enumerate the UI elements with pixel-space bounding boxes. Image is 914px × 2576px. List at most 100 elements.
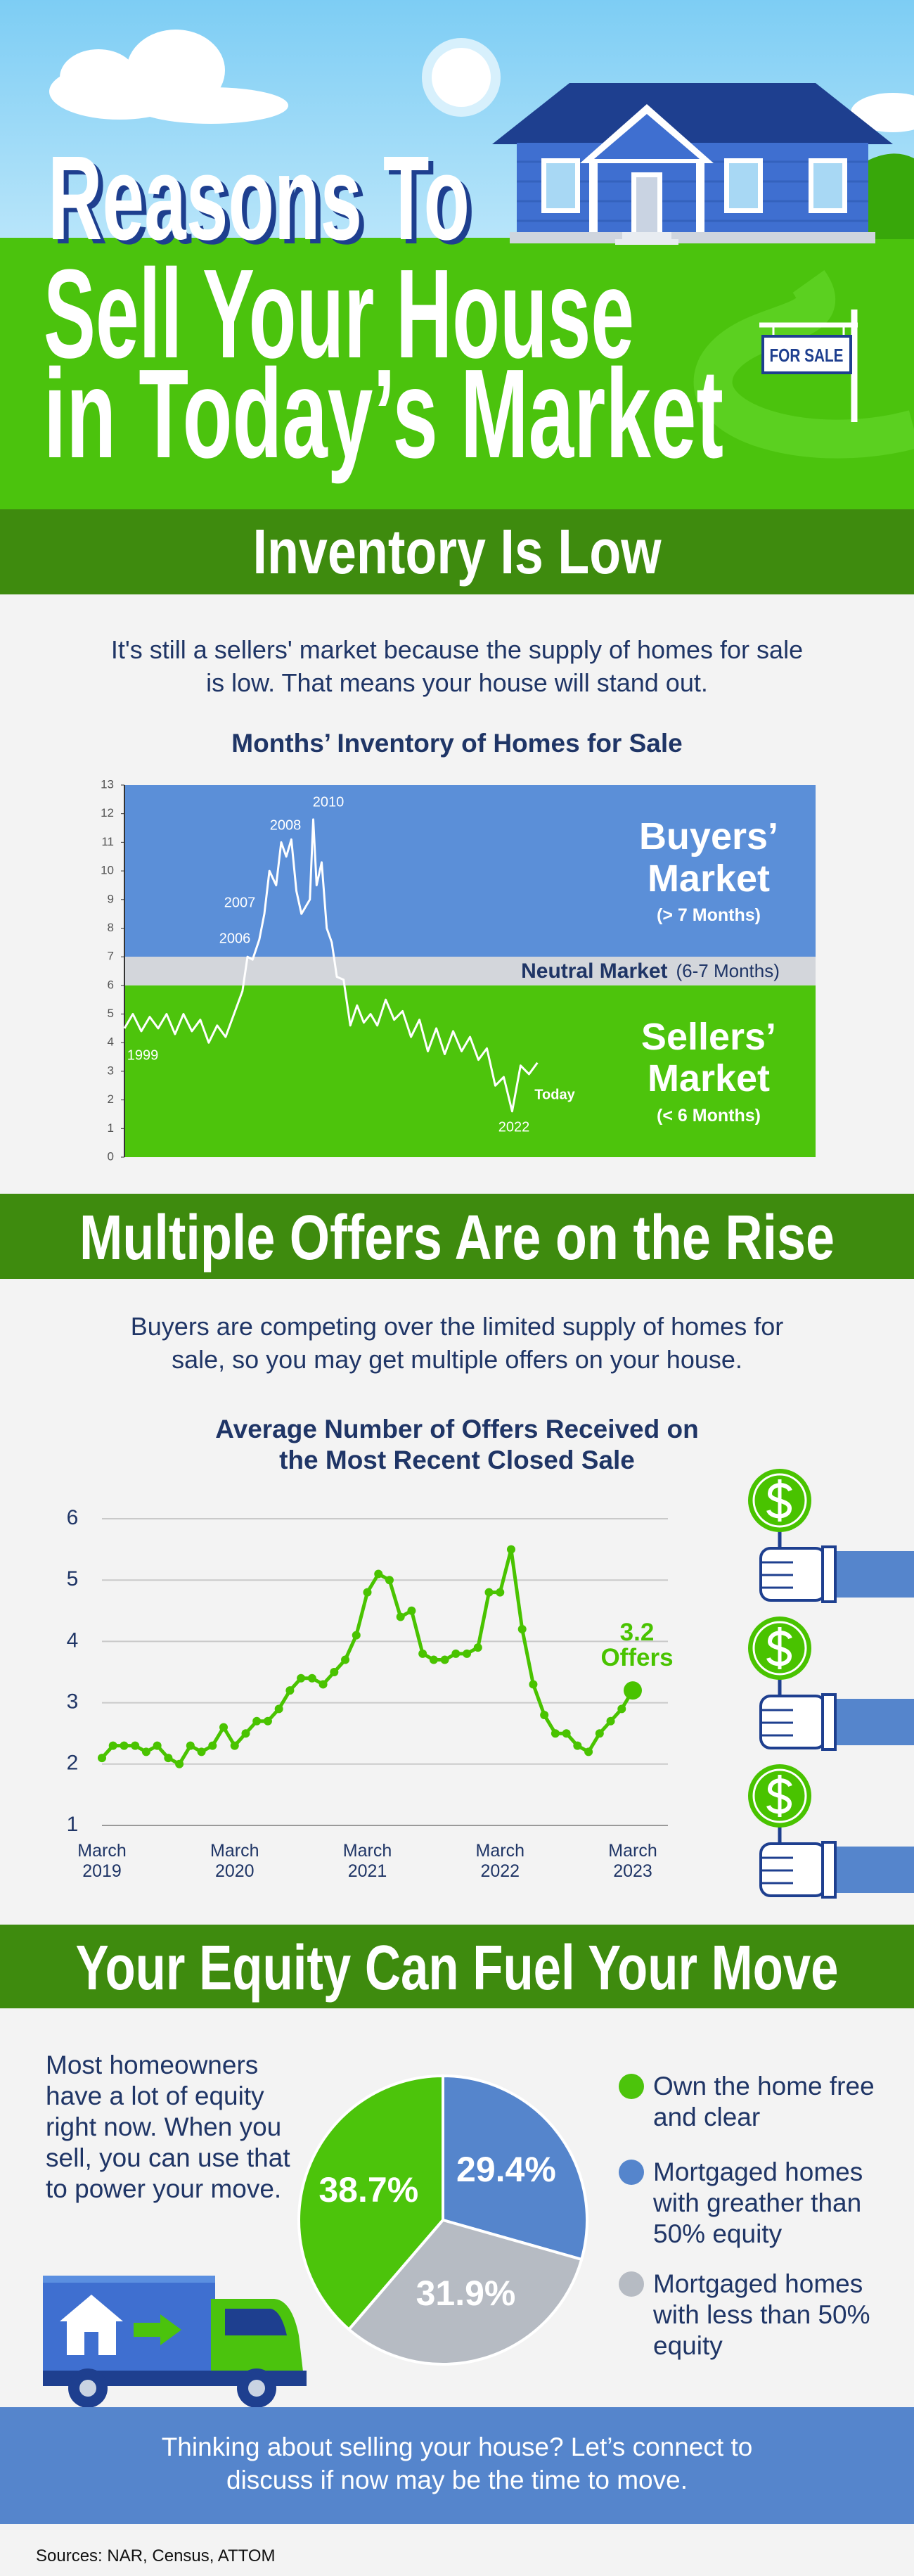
y-tick-label: 10 xyxy=(101,864,114,877)
data-point xyxy=(307,1673,316,1683)
dollar-s xyxy=(766,1778,792,1814)
y-tick-label: 1 xyxy=(67,1813,79,1836)
slice-label: 29.4% xyxy=(456,2150,556,2189)
sleeve xyxy=(834,1847,914,1893)
data-point xyxy=(297,1673,306,1683)
sign-text: FOR SALE xyxy=(770,345,844,366)
legend-swatch xyxy=(619,2160,644,2185)
data-point xyxy=(473,1643,482,1652)
data-point xyxy=(540,1711,549,1720)
data-point xyxy=(197,1747,206,1756)
y-tick-label: 3 xyxy=(108,1064,114,1077)
data-point xyxy=(573,1741,582,1750)
band-label: Neutral Market (6-7 Months) xyxy=(485,957,816,986)
chart-title: Average Number of Offers Received on the… xyxy=(215,1415,699,1474)
data-point xyxy=(584,1747,593,1756)
slice-label: 38.7% xyxy=(318,2170,418,2210)
band-detail: (< 6 Months) xyxy=(657,1105,761,1126)
band-label: Buyers’ Market (> 7 Months) xyxy=(582,785,835,957)
pie-slice xyxy=(442,2074,588,2262)
data-point xyxy=(98,1754,106,1763)
section-text: Most homeowners have a lot of equity rig… xyxy=(46,2051,290,2203)
x-tick-label: March 2022 xyxy=(475,1841,524,1881)
data-point xyxy=(496,1588,505,1597)
data-point xyxy=(429,1655,438,1664)
data-point xyxy=(606,1716,615,1726)
data-point xyxy=(330,1668,339,1676)
x-tick-label: March 2019 xyxy=(77,1841,127,1881)
y-tick-label: 1 xyxy=(108,1121,114,1135)
band-detail: (> 7 Months) xyxy=(657,905,761,925)
data-point xyxy=(407,1606,416,1615)
sleeve xyxy=(834,1699,914,1745)
band-name: Sellers’ Market xyxy=(641,1016,777,1100)
call-to-action: Thinking about selling your house? Let’s… xyxy=(161,2432,753,2494)
y-tick-label: 4 xyxy=(67,1628,79,1652)
data-point xyxy=(451,1649,461,1658)
dollar-ring xyxy=(752,1621,807,1676)
data-point xyxy=(562,1729,571,1738)
slice-label: 31.9% xyxy=(416,2274,516,2313)
section-heading: Your Equity Can Fuel Your Move xyxy=(76,1933,839,2003)
cuff xyxy=(821,1545,837,1603)
legend-swatch xyxy=(619,2271,644,2297)
pie-slice xyxy=(297,2074,444,2332)
section-bar xyxy=(0,1194,914,1279)
x-tick-label: March 2023 xyxy=(608,1841,657,1881)
data-point xyxy=(396,1612,405,1621)
data-point xyxy=(617,1704,626,1714)
legend-label: Mortgaged homes with greather than 50% e… xyxy=(653,2157,863,2248)
cta-bar xyxy=(0,2407,914,2524)
band-name: Neutral Market xyxy=(521,959,668,983)
data-point xyxy=(208,1741,217,1750)
callout: 3.2 Offers xyxy=(600,1619,674,1671)
legend-label: Mortgaged homes with less than 50% equit… xyxy=(653,2269,870,2360)
data-point xyxy=(374,1569,383,1579)
annotation: 2007 xyxy=(224,895,256,910)
y-tick-label: 6 xyxy=(108,978,114,991)
y-tick-label: 6 xyxy=(67,1506,79,1529)
data-point xyxy=(241,1729,250,1738)
chart-title: Months’ Inventory of Homes for Sale xyxy=(231,729,683,758)
section-heading: Inventory Is Low xyxy=(253,517,662,587)
market-band xyxy=(124,785,816,957)
title-line: Sell Your House xyxy=(44,243,634,385)
data-point xyxy=(463,1649,472,1658)
annotation: 2008 xyxy=(270,817,302,833)
annotation: 1999 xyxy=(127,1047,159,1063)
data-line xyxy=(123,818,539,1113)
data-point xyxy=(141,1747,150,1756)
y-tick-label: 9 xyxy=(108,892,114,905)
band-detail: (6-7 Months) xyxy=(676,959,780,981)
y-tick-label: 5 xyxy=(108,1007,114,1020)
y-tick-label: 3 xyxy=(67,1690,79,1714)
data-point xyxy=(363,1588,372,1597)
pie-slice xyxy=(347,2218,584,2366)
y-tick-label: 2 xyxy=(108,1092,114,1106)
data-point xyxy=(352,1631,361,1640)
band-name: Buyers’ Market xyxy=(638,815,779,900)
dollar-s xyxy=(766,1631,792,1666)
y-tick-label: 13 xyxy=(101,777,114,791)
data-point xyxy=(252,1716,262,1726)
data-point xyxy=(175,1759,184,1768)
section-bar xyxy=(0,509,914,594)
for-sale-sign: FOR SALE xyxy=(759,310,858,422)
y-tick-label: 0 xyxy=(108,1149,114,1163)
dollar-ring xyxy=(752,1768,807,1823)
data-point xyxy=(131,1741,140,1750)
y-tick-label: 7 xyxy=(108,950,114,963)
title-line: Reasons To xyxy=(48,132,470,265)
data-point xyxy=(506,1545,515,1554)
title: Reasons To Sell Your House in Today’s Ma… xyxy=(44,132,723,485)
data-point xyxy=(385,1576,394,1585)
section-heading: Multiple Offers Are on the Rise xyxy=(79,1203,835,1273)
annotation: Today xyxy=(534,1087,575,1102)
market-band xyxy=(124,957,816,986)
annotation: 2006 xyxy=(219,931,251,946)
data-point xyxy=(418,1649,427,1658)
y-tick-label: 11 xyxy=(101,835,114,848)
sources: Sources: NAR, Census, ATTOM xyxy=(36,2546,276,2565)
data-point xyxy=(440,1655,449,1664)
